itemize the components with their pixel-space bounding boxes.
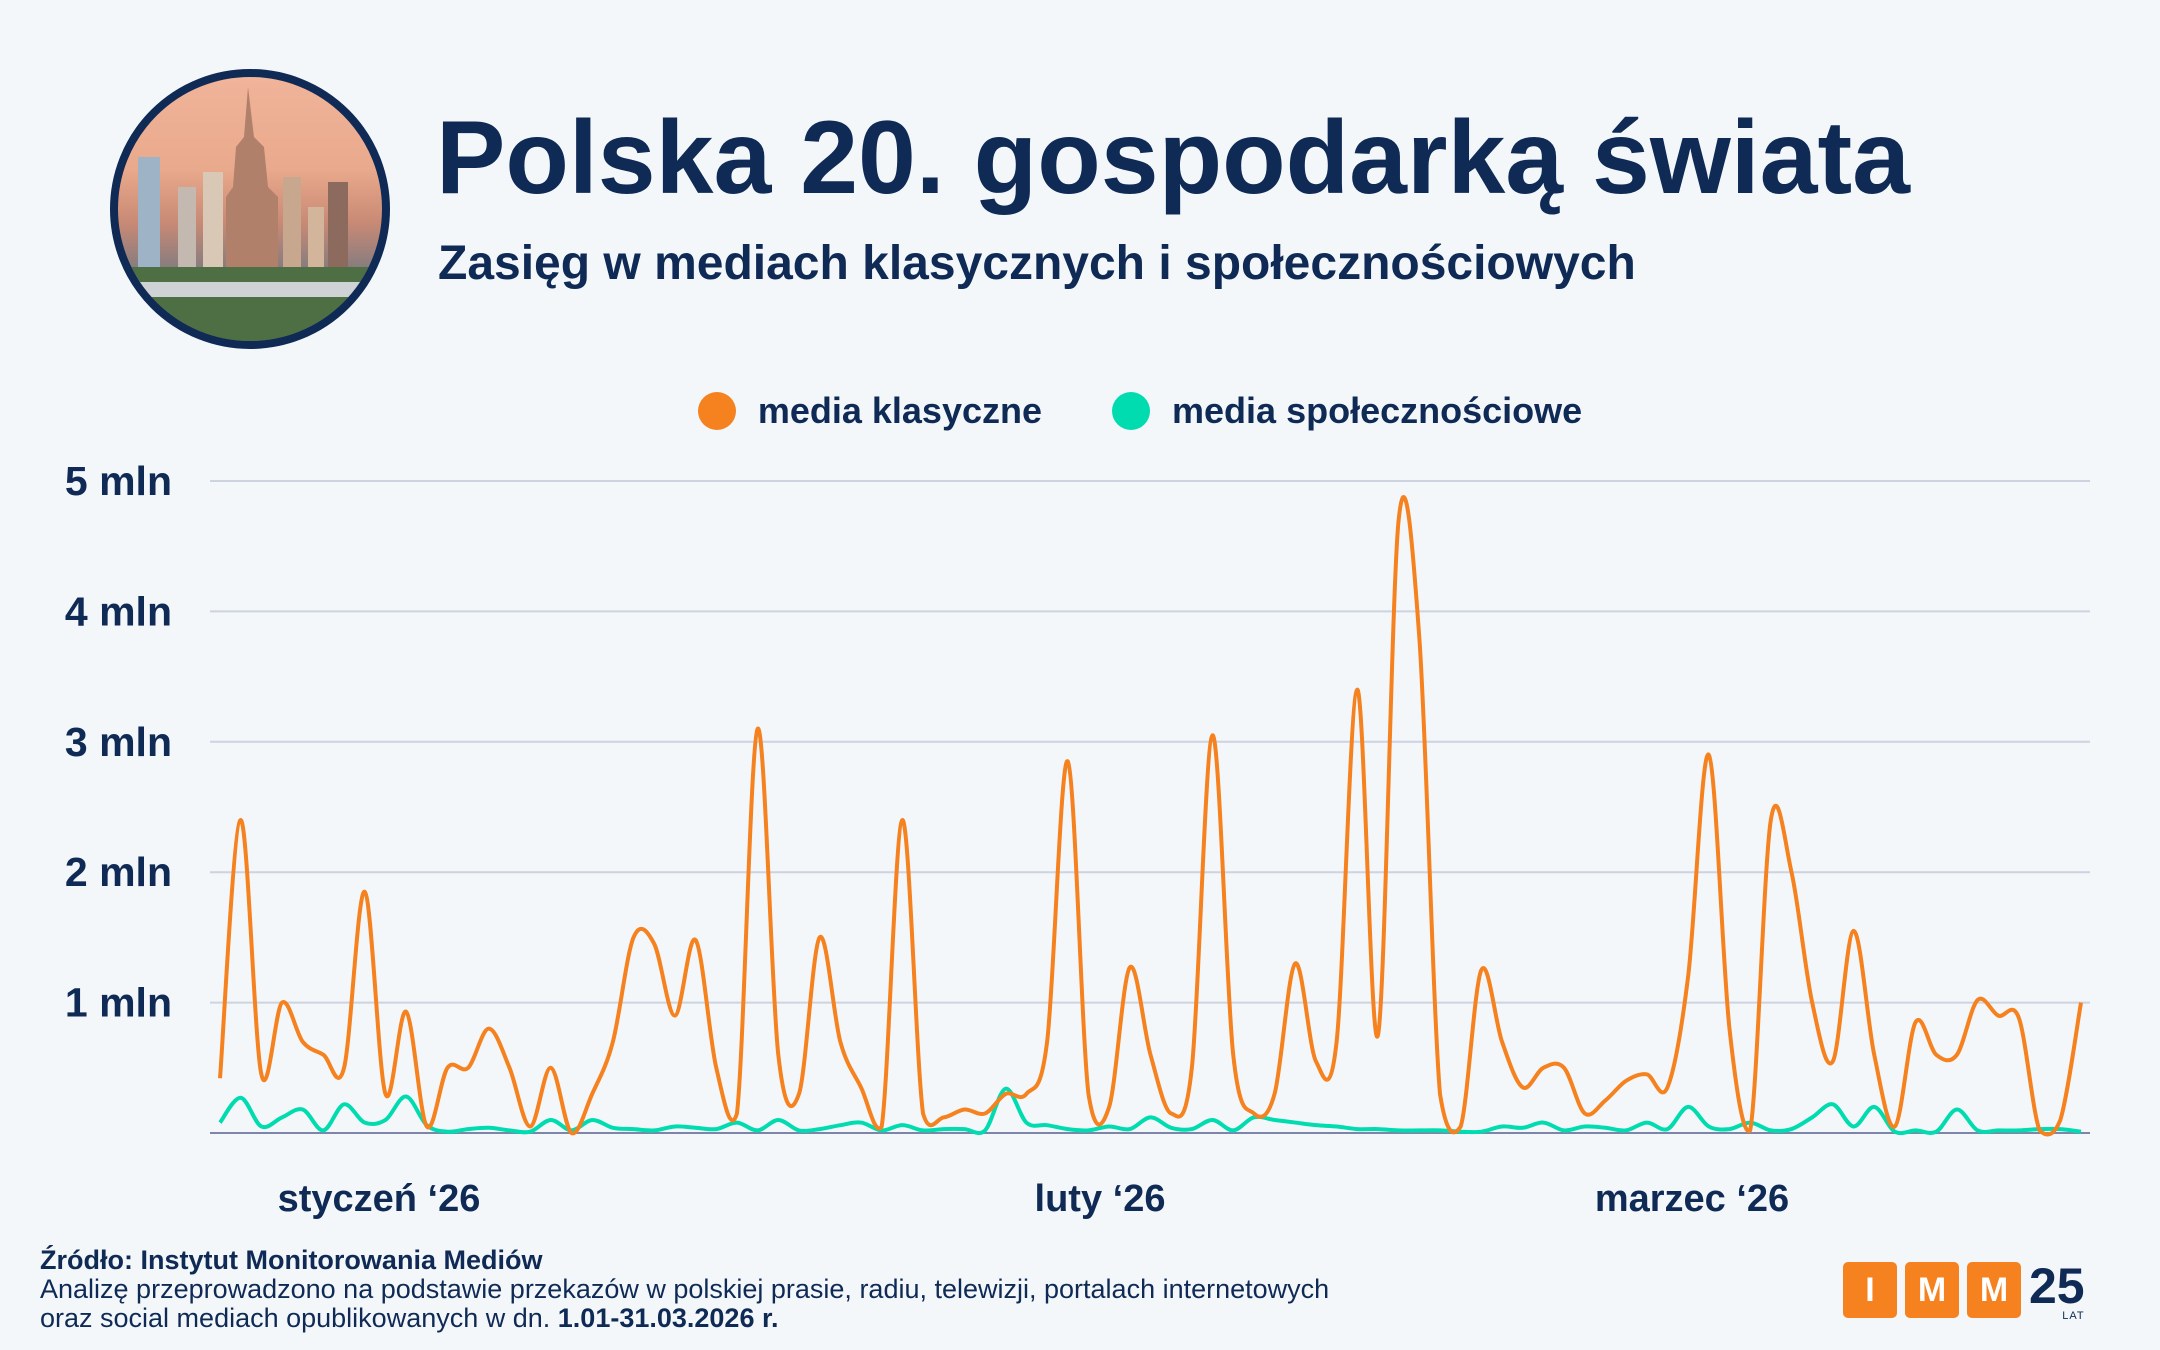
legend-label-social: media społecznościowe <box>1172 390 1583 431</box>
page-subtitle: Zasięg w mediach klasycznych i społeczno… <box>438 237 1636 290</box>
footer: Źródło: Instytut Monitorowania Mediów An… <box>40 1246 1800 1333</box>
legend-item-social: media społecznościowe <box>1112 390 1582 432</box>
legend-item-classic: media klasyczne <box>697 390 1043 432</box>
logo-letter: I <box>1843 1262 1897 1318</box>
series-line-media-klasyczne <box>218 495 2083 1137</box>
y-tick-label: 1 mln <box>65 980 172 1026</box>
logo-letter: M <box>1905 1262 1959 1318</box>
page-title: Polska 20. gospodarką świata <box>436 100 1910 216</box>
imm-logo: I M M 25 LAT <box>1843 1258 2085 1322</box>
legend-label-classic: media klasyczne <box>757 390 1043 431</box>
y-tick-label: 2 mln <box>65 849 172 895</box>
chart-legend: media klasyczne media społecznościowe <box>0 390 2160 432</box>
y-tick-label: 5 mln <box>65 458 172 504</box>
footer-note-line1: Analizę przeprowadzono na podstawie prze… <box>40 1274 1330 1304</box>
logo-suffix: LAT <box>2062 1310 2085 1322</box>
logo-number: 25 <box>2029 1258 2085 1314</box>
series-line-media-spolecznosciowe <box>218 1086 2082 1136</box>
legend-dot-social-icon <box>1112 392 1151 430</box>
logo-letter: M <box>1967 1262 2021 1318</box>
footer-note-dates: 1.01-31.03.2026 r. <box>557 1303 779 1333</box>
footer-note-line2-text: oraz social mediach opublikowanych w dn. <box>40 1303 558 1333</box>
source-label: Źródło: Instytut Monitorowania Mediów <box>40 1245 543 1275</box>
header-photo <box>110 69 390 349</box>
legend-dot-classic-icon <box>697 392 736 430</box>
y-tick-label: 4 mln <box>65 588 172 634</box>
footer-note-line2: oraz social mediach opublikowanych w dn.… <box>40 1304 1800 1333</box>
x-tick-label: styczeń ‘26 <box>278 1178 481 1220</box>
y-tick-label: 3 mln <box>65 719 172 765</box>
x-tick-label: luty ‘26 <box>1035 1178 1166 1220</box>
x-tick-label: marzec ‘26 <box>1595 1178 1789 1220</box>
logo-anniversary: 25 LAT <box>2029 1258 2085 1322</box>
